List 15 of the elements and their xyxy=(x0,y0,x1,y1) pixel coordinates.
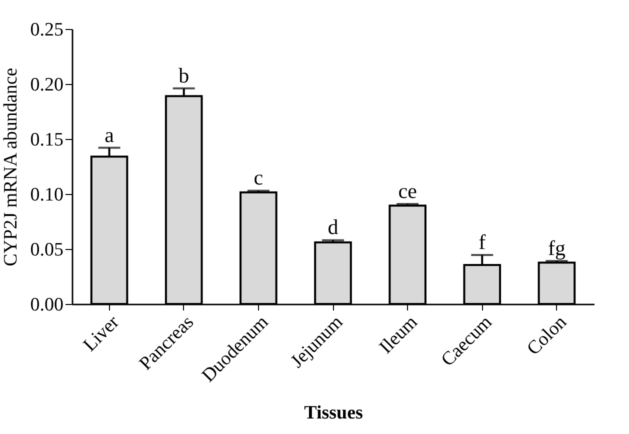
annotation: d xyxy=(328,215,339,240)
annotation: f xyxy=(478,230,486,254)
y-tick-label: 0.10 xyxy=(30,184,64,206)
y-axis-title: CYP2J mRNA abundance xyxy=(0,68,22,266)
annotation: b xyxy=(178,63,190,88)
y-tick-label: 0.20 xyxy=(30,74,64,96)
annotation: fg xyxy=(548,236,566,260)
annotation: ce xyxy=(398,179,417,204)
y-tick-label: 0.15 xyxy=(30,130,64,150)
annotation: a xyxy=(104,122,115,147)
y-tick-label: 0.25 xyxy=(30,20,64,40)
y-tick-label: 0.00 xyxy=(30,294,64,316)
x-axis-title: Tissues xyxy=(304,402,363,424)
annotation: c xyxy=(254,166,264,190)
y-tick-label: 0.05 xyxy=(30,240,64,260)
